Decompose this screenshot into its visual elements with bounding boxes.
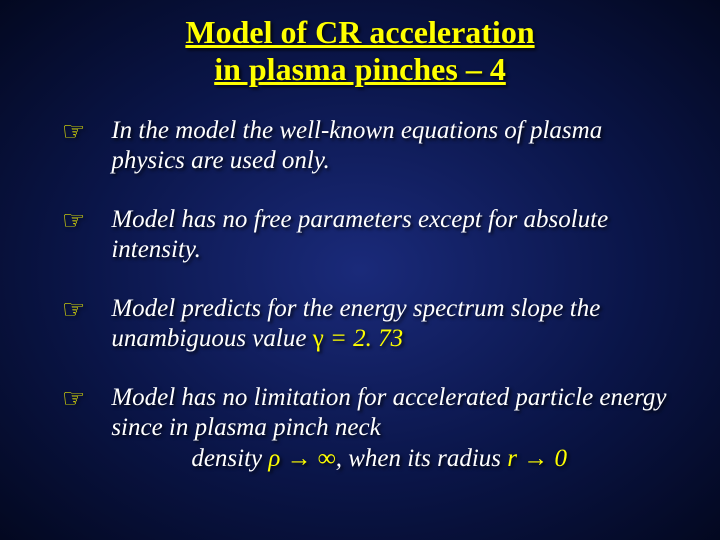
- pointer-icon: ☞: [62, 116, 85, 148]
- title-line-1: Model of CR acceleration: [185, 14, 534, 50]
- bullet-4-text: Model has no limitation for accelerated …: [111, 383, 670, 475]
- bullet-2: ☞ Model has no free parameters except fo…: [62, 205, 670, 266]
- zero-value: 0: [555, 445, 568, 472]
- gamma-symbol: γ: [313, 325, 324, 352]
- slide-title: Model of CR acceleration in plasma pinch…: [0, 0, 720, 88]
- bullet-4: ☞ Model has no limitation for accelerate…: [62, 383, 670, 475]
- title-line-2: in plasma pinches – 4: [214, 51, 506, 87]
- arrow-2: →: [517, 445, 555, 472]
- pointer-icon: ☞: [62, 294, 85, 326]
- bullet-3: ☞ Model predicts for the energy spectrum…: [62, 294, 670, 355]
- slide-body: ☞ In the model the well-known equations …: [0, 88, 720, 475]
- arrow-1: →: [280, 445, 318, 472]
- pointer-icon: ☞: [62, 383, 85, 415]
- rho-symbol: ρ: [268, 445, 280, 472]
- infinity-symbol: ∞: [318, 445, 336, 472]
- bullet-1-text: In the model the well-known equations of…: [111, 116, 670, 177]
- bullet-2-text: Model has no free parameters except for …: [111, 205, 670, 266]
- gamma-value: = 2. 73: [324, 325, 403, 352]
- pointer-icon: ☞: [62, 205, 85, 237]
- radius-label: , when its radius: [336, 445, 508, 472]
- density-label: density: [191, 445, 268, 472]
- bullet-4-formula: density ρ → ∞, when its radius r → 0: [111, 444, 567, 475]
- bullet-3-text: Model predicts for the energy spectrum s…: [111, 294, 670, 355]
- bullet-4-prefix: Model has no limitation for accelerated …: [111, 384, 666, 442]
- bullet-1: ☞ In the model the well-known equations …: [62, 116, 670, 177]
- r-symbol: r: [507, 445, 517, 472]
